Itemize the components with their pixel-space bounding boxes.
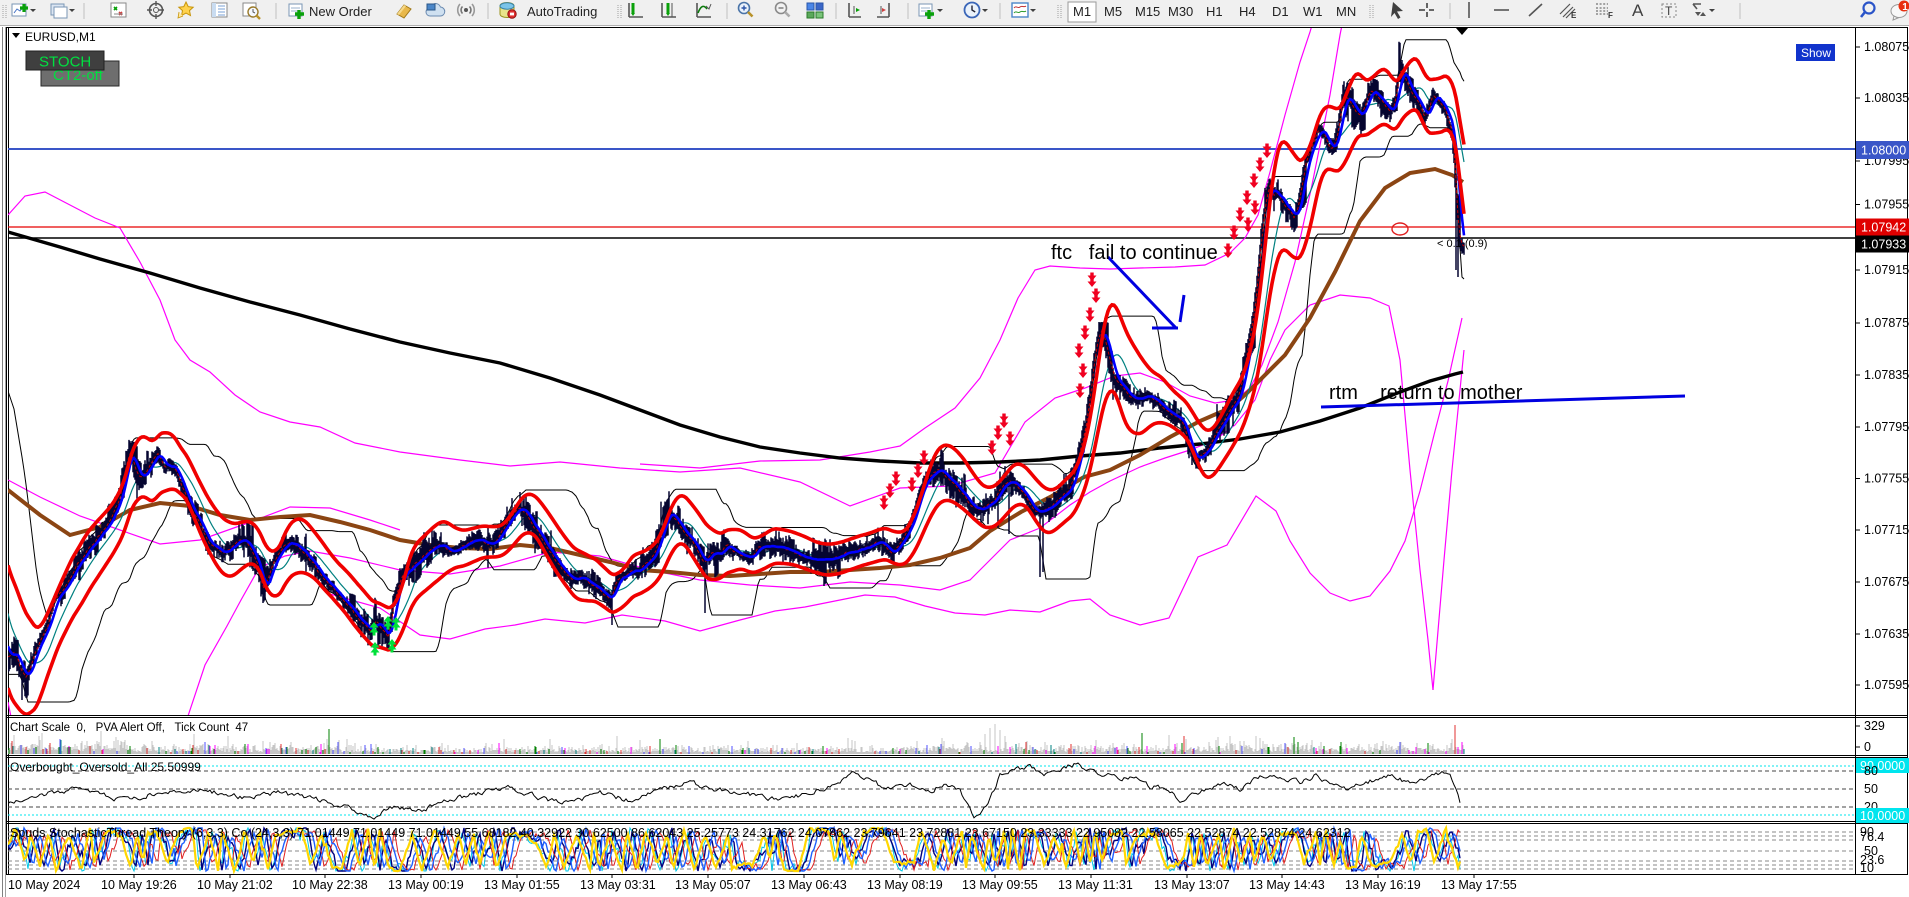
svg-text:1.08000: 1.08000 [1861, 144, 1906, 158]
svg-text:13 May 16:19: 13 May 16:19 [1345, 878, 1421, 892]
svg-text:A: A [1632, 1, 1644, 20]
svg-text:T: T [1665, 4, 1673, 18]
svg-text:1.07955: 1.07955 [1864, 198, 1909, 212]
svg-text:F: F [1608, 11, 1613, 20]
svg-text:CT2-off: CT2-off [53, 67, 104, 84]
svg-text:13 May 00:19: 13 May 00:19 [388, 878, 464, 892]
svg-text:13 May 14:43: 13 May 14:43 [1249, 878, 1325, 892]
svg-text:AutoTrading: AutoTrading [527, 4, 597, 19]
svg-text:13 May 06:43: 13 May 06:43 [771, 878, 847, 892]
svg-text:13 May 09:55: 13 May 09:55 [962, 878, 1038, 892]
svg-text:1.07595: 1.07595 [1864, 678, 1909, 692]
svg-text:M1: M1 [1073, 4, 1091, 19]
svg-text:10 May 2024: 10 May 2024 [8, 878, 80, 892]
svg-text:Overbought_Oversold_All 25.509: Overbought_Oversold_All 25.50999 [10, 760, 201, 774]
svg-text:1.08075: 1.08075 [1864, 40, 1909, 54]
svg-text:Spuds StochasticThread Theory: Spuds StochasticThread Theory (6,3,3) Co… [10, 826, 1351, 840]
svg-text:1.07635: 1.07635 [1864, 627, 1909, 641]
svg-text:rtm return to mother: rtm return to mother [1329, 382, 1523, 404]
svg-text:10 May 21:02: 10 May 21:02 [197, 878, 273, 892]
svg-text:MN: MN [1336, 4, 1356, 19]
svg-text:EURUSD,M1: EURUSD,M1 [25, 30, 96, 44]
svg-text:1.07875: 1.07875 [1864, 316, 1909, 330]
svg-text:13 May 05:07: 13 May 05:07 [675, 878, 751, 892]
svg-text:10 May 19:26: 10 May 19:26 [101, 878, 177, 892]
svg-text:Chart Scale 0, PVA Alert Of: Chart Scale 0, PVA Alert Off, Tick Count… [10, 722, 248, 734]
svg-text:E: E [1571, 11, 1577, 20]
svg-text:H4: H4 [1239, 4, 1256, 19]
svg-text:M5: M5 [1104, 4, 1122, 19]
svg-text:13 May 13:07: 13 May 13:07 [1154, 878, 1230, 892]
svg-text:1.08035: 1.08035 [1864, 91, 1909, 105]
svg-text:0: 0 [1864, 740, 1871, 754]
svg-text:< 0.1 (0.9): < 0.1 (0.9) [1437, 238, 1487, 250]
svg-text:D1: D1 [1272, 4, 1289, 19]
svg-text:50: 50 [1864, 844, 1878, 858]
svg-text:1: 1 [1902, 2, 1908, 13]
svg-text:New Order: New Order [309, 4, 373, 19]
svg-text:13 May 01:55: 13 May 01:55 [484, 878, 560, 892]
svg-text:1.07835: 1.07835 [1864, 368, 1909, 382]
svg-text:H1: H1 [1206, 4, 1223, 19]
svg-text:1.07915: 1.07915 [1864, 263, 1909, 277]
svg-text:90.0000: 90.0000 [1860, 759, 1905, 773]
svg-text:13 May 03:31: 13 May 03:31 [580, 878, 656, 892]
svg-text:1.07715: 1.07715 [1864, 523, 1909, 537]
svg-text:1.07675: 1.07675 [1864, 575, 1909, 589]
svg-text:W1: W1 [1303, 4, 1323, 19]
svg-text:90: 90 [1860, 825, 1874, 839]
svg-text:10: 10 [1860, 861, 1874, 875]
svg-text:76.4: 76.4 [1860, 830, 1884, 844]
svg-text:10 May 22:38: 10 May 22:38 [292, 878, 368, 892]
svg-text:M30: M30 [1168, 4, 1193, 19]
svg-text:329: 329 [1864, 719, 1885, 733]
svg-text:Show: Show [1801, 46, 1831, 60]
svg-text:80: 80 [1864, 764, 1878, 778]
svg-text:13 May 08:19: 13 May 08:19 [867, 878, 943, 892]
svg-text:ftc fail to continue: ftc fail to continue [1051, 242, 1218, 264]
svg-text:10.0000: 10.0000 [1860, 809, 1905, 823]
svg-text:STOCH: STOCH [39, 54, 91, 71]
svg-text:13 May 17:55: 13 May 17:55 [1441, 878, 1517, 892]
svg-text:23.6: 23.6 [1860, 853, 1884, 867]
svg-text:13 May 11:31: 13 May 11:31 [1058, 878, 1133, 892]
svg-text:M15: M15 [1135, 4, 1160, 19]
svg-text:1.07795: 1.07795 [1864, 420, 1909, 434]
svg-text:1.07942: 1.07942 [1861, 221, 1906, 235]
svg-text:1.07755: 1.07755 [1864, 472, 1909, 486]
svg-text:50: 50 [1864, 782, 1878, 796]
svg-text:1.07933: 1.07933 [1861, 238, 1906, 252]
